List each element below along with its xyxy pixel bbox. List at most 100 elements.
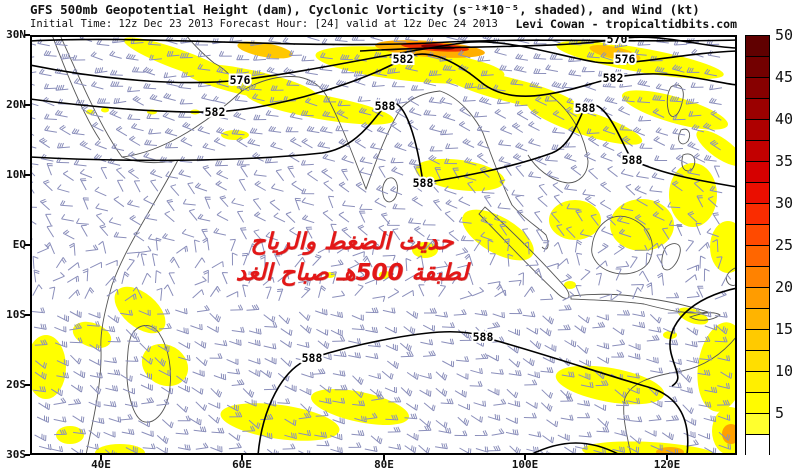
lon-tick-mark xyxy=(383,455,385,460)
lon-tick-mark xyxy=(524,455,526,460)
height-contour-576 xyxy=(29,41,738,84)
coastline xyxy=(666,84,684,117)
vorticity-blob xyxy=(564,281,576,289)
vorticity-blob xyxy=(26,335,66,399)
colorbar-segment xyxy=(746,183,769,204)
contour-label-576: 576 xyxy=(230,73,251,87)
coastline xyxy=(661,243,681,271)
lon-tick-mark xyxy=(241,455,243,460)
coastline xyxy=(623,335,738,456)
coastline xyxy=(382,177,398,203)
contour-label-588: 588 xyxy=(413,176,434,190)
lat-tick-label: 20S xyxy=(6,378,26,391)
height-contour-588 xyxy=(29,102,738,188)
contour-label-588: 588 xyxy=(375,99,396,113)
arabic-annotation: حديث الضغط والرياح لطبقة 500هـ صباح الغد xyxy=(212,227,492,289)
colorbar-segment xyxy=(746,204,769,225)
colorbar-segment xyxy=(746,267,769,288)
coastline xyxy=(591,215,653,275)
vorticity-blob xyxy=(442,69,578,111)
colorbar-segment xyxy=(746,309,769,330)
colorbar-label-15: 15 xyxy=(775,320,794,338)
lat-tick-label: 30S xyxy=(6,448,26,461)
map-frame xyxy=(30,35,737,455)
colorbar-segment xyxy=(746,246,769,267)
colorbar-segment xyxy=(746,372,769,393)
lon-tick-label: 100E xyxy=(511,458,539,471)
colorbar-label-20: 20 xyxy=(775,278,794,296)
vorticity-blob xyxy=(697,322,747,412)
colorbar-segment xyxy=(746,351,769,372)
colorbar-label-50: 50 xyxy=(775,26,794,44)
lat-tick-label: EQ xyxy=(12,238,26,251)
arabic-annotation-line1: حديث الضغط والرياح xyxy=(250,229,454,255)
contour-label-582: 582 xyxy=(603,71,624,85)
lon-tick-label: 120E xyxy=(653,458,681,471)
contour-label-576: 576 xyxy=(615,52,636,66)
colorbar-segment xyxy=(746,120,769,141)
colorbar-segment xyxy=(746,36,769,57)
lon-tick-label: 40E xyxy=(91,458,111,471)
lon-tick-mark xyxy=(666,455,668,460)
vorticity-blob xyxy=(462,209,534,261)
height-contour-588 xyxy=(257,330,689,456)
vorticity-blob xyxy=(549,200,601,240)
colorbar-segment xyxy=(746,393,769,414)
height-contour-layer xyxy=(29,36,738,456)
colorbar-segment xyxy=(746,435,769,456)
colorbar-segment xyxy=(746,330,769,351)
contour-label-588: 588 xyxy=(622,153,643,167)
colorbar-segment xyxy=(746,288,769,309)
height-contour-570 xyxy=(29,38,738,46)
vorticity-blob xyxy=(325,272,335,278)
vorticity-blob xyxy=(669,163,717,227)
colorbar-label-25: 25 xyxy=(775,236,794,254)
vorticity-blob xyxy=(415,158,505,192)
contour-label-588: 588 xyxy=(302,351,323,365)
coastline xyxy=(126,325,171,423)
init-forecast-line: Initial Time: 12z Dec 23 2013 Forecast H… xyxy=(30,17,498,30)
contour-label-582: 582 xyxy=(205,105,226,119)
coastline xyxy=(678,128,691,145)
vorticity-blob xyxy=(114,286,166,334)
vorticity-blob xyxy=(72,321,112,349)
lon-tick-label: 80E xyxy=(374,458,394,471)
height-contour-588 xyxy=(669,287,738,387)
vorticity-blob xyxy=(710,221,746,273)
coastline xyxy=(59,34,243,158)
colorbar-label-10: 10 xyxy=(775,362,794,380)
vorticity-blob xyxy=(141,343,189,387)
vorticity-blob xyxy=(379,271,391,279)
colorbar-segment xyxy=(746,162,769,183)
vorticity-blob xyxy=(101,107,109,113)
lat-tick-label: 30N xyxy=(6,28,26,41)
colorbar-segment xyxy=(746,225,769,246)
colorbar xyxy=(745,35,770,456)
vorticity-blob xyxy=(221,130,249,140)
vorticity-blob xyxy=(696,129,744,167)
lon-tick-label: 60E xyxy=(232,458,252,471)
colorbar-segment xyxy=(746,78,769,99)
lat-tick-label: 10N xyxy=(6,168,26,181)
contour-label-588: 588 xyxy=(575,101,596,115)
credit-text: Levi Cowan - tropicaltidbits.com xyxy=(515,16,737,31)
height-contour-570 xyxy=(359,36,738,52)
colorbar-segment xyxy=(746,414,769,435)
height-contour-588 xyxy=(529,442,621,456)
contour-label-582: 582 xyxy=(393,52,414,66)
lat-tick-label: 10S xyxy=(6,308,26,321)
vorticity-blob xyxy=(589,45,641,61)
lat-tick-label: 20N xyxy=(6,98,26,111)
coastline-layer xyxy=(51,34,738,456)
colorbar-label-40: 40 xyxy=(775,110,794,128)
vorticity-blob xyxy=(310,389,410,425)
height-contour-582 xyxy=(29,53,738,113)
coastline xyxy=(527,94,589,184)
lon-tick-mark xyxy=(100,455,102,460)
colorbar-segment xyxy=(746,141,769,162)
arabic-annotation-line2: لطبقة 500هـ صباح الغد xyxy=(235,260,469,286)
chart-title: GFS 500mb Geopotential Height (dam), Cyc… xyxy=(30,2,700,17)
colorbar-label-30: 30 xyxy=(775,194,794,212)
colorbar-segment xyxy=(746,57,769,78)
